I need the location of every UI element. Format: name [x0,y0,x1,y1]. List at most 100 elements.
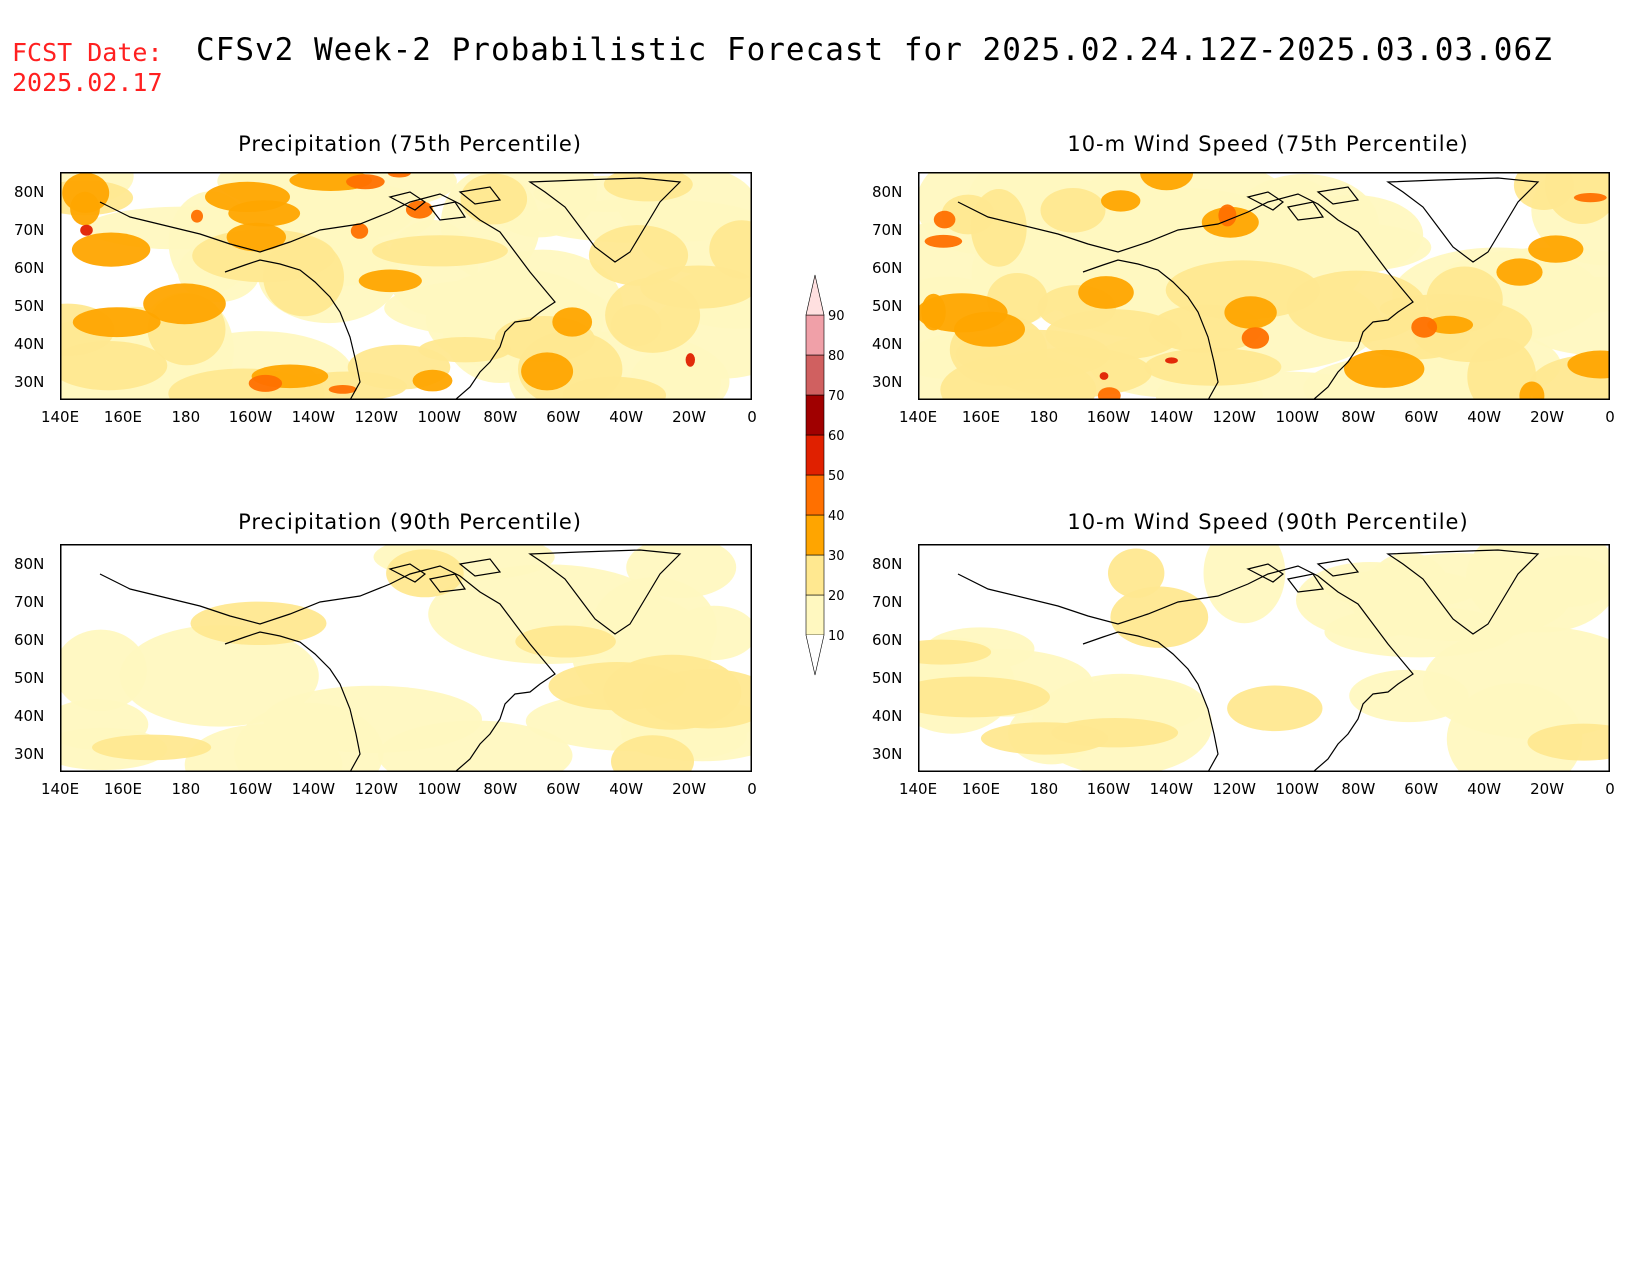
lon-tick-label: 160W [1086,780,1131,798]
lon-tick-label: 20W [672,408,707,426]
lat-tick-label: 30N [14,373,45,391]
lat-tick-label: 50N [14,669,45,687]
lon-tick-label: 100W [1275,780,1319,798]
fcst-date-value: 2025.02.17 [12,68,163,97]
lon-tick-label: 0 [1605,408,1615,426]
lat-tick-label: 40N [872,335,903,353]
lon-tick-label: 140W [1149,780,1194,798]
lon-tick-label: 80W [483,780,518,798]
lon-tick-label: 120W [354,408,398,426]
colorbar-segment [805,354,825,396]
lon-tick-label: 0 [747,780,757,798]
lat-tick-label: 70N [872,221,903,239]
lon-tick-label: 60W [1404,780,1439,798]
lon-tick-label: 120W [1212,408,1256,426]
lon-tick-label: 60W [546,780,581,798]
lon-tick-label: 40W [609,780,644,798]
lon-tick-label: 140E [898,408,938,426]
lon-tick-label: 160W [228,780,273,798]
lat-tick-label: 70N [872,593,903,611]
colorbar-label: 60 [828,429,845,444]
lon-tick-label: 60W [546,408,581,426]
lat-tick-label: 80N [872,555,903,573]
colorbar-label: 90 [828,309,845,324]
colorbar-segment [805,474,825,516]
lat-tick-label: 30N [872,745,903,763]
lon-tick-label: 160E [103,780,142,798]
map-precip-75 [60,172,752,400]
lon-tick-label: 160W [1086,408,1131,426]
lon-tick-label: 160E [103,408,142,426]
colorbar-label: 50 [828,469,845,484]
colorbar-label: 70 [828,389,845,404]
lon-tick-label: 160W [228,408,273,426]
lon-tick-label: 180 [171,408,201,426]
lat-tick-label: 80N [872,183,903,201]
lon-tick-label: 20W [1530,780,1565,798]
colorbar-label: 40 [828,509,845,524]
lon-tick-label: 100W [417,408,461,426]
lon-tick-label: 120W [354,780,398,798]
lat-tick-label: 60N [872,631,903,649]
colorbar-label: 80 [828,349,845,364]
colorbar-segment [805,434,825,476]
lat-tick-label: 60N [872,259,903,277]
lon-tick-label: 20W [1530,408,1565,426]
map-wind-90 [918,544,1610,772]
colorbar-label: 30 [828,549,845,564]
forecast-date-block: FCST Date: 2025.02.17 [12,38,163,98]
lon-tick-label: 80W [483,408,518,426]
lon-tick-label: 80W [1341,780,1376,798]
lat-tick-label: 40N [872,707,903,725]
lon-tick-label: 180 [171,780,201,798]
lon-tick-label: 0 [1605,780,1615,798]
colorbar-segment [805,314,825,356]
lat-tick-label: 50N [14,297,45,315]
lon-tick-label: 120W [1212,780,1256,798]
lon-tick-label: 0 [747,408,757,426]
lat-tick-label: 40N [14,707,45,725]
map-wind-75 [918,172,1610,400]
lon-tick-label: 20W [672,780,707,798]
lat-tick-label: 70N [14,593,45,611]
lat-tick-label: 40N [14,335,45,353]
fcst-date-label: FCST Date: [12,38,163,67]
lon-tick-label: 140E [898,780,938,798]
panel-title-precip-75: Precipitation (75th Percentile) [238,132,582,156]
lon-tick-label: 40W [609,408,644,426]
colorbar-segment [805,514,825,556]
lon-tick-label: 100W [417,780,461,798]
lat-tick-label: 50N [872,669,903,687]
lon-tick-label: 140W [291,408,336,426]
colorbar-bottom-arrow [805,634,825,676]
lon-tick-label: 160E [961,780,1000,798]
lat-tick-label: 70N [14,221,45,239]
colorbar: 10 20 30 40 50 60 70 80 90 [805,274,845,676]
lon-tick-label: 140E [40,780,80,798]
lon-tick-label: 100W [1275,408,1319,426]
lon-tick-label: 60W [1404,408,1439,426]
colorbar-segment [805,554,825,596]
map-precip-90 [60,544,752,772]
lon-tick-label: 80W [1341,408,1376,426]
lon-tick-label: 180 [1029,408,1059,426]
lon-tick-label: 160E [961,408,1000,426]
colorbar-label: 20 [828,589,845,604]
lat-tick-label: 60N [14,631,45,649]
panel-title-wind-75: 10-m Wind Speed (75th Percentile) [1067,132,1469,156]
lat-tick-label: 80N [14,183,45,201]
colorbar-segment [805,594,825,636]
lon-tick-label: 40W [1467,408,1502,426]
panel-title-wind-90: 10-m Wind Speed (90th Percentile) [1067,510,1469,534]
lon-tick-label: 140E [40,408,80,426]
colorbar-top-arrow [805,274,825,316]
panel-title-precip-90: Precipitation (90th Percentile) [238,510,582,534]
lon-tick-label: 180 [1029,780,1059,798]
colorbar-label: 10 [828,629,845,644]
lat-tick-label: 30N [14,745,45,763]
lat-tick-label: 50N [872,297,903,315]
lat-tick-label: 60N [14,259,45,277]
lat-tick-label: 80N [14,555,45,573]
lon-tick-label: 140W [291,780,336,798]
lat-tick-label: 30N [872,373,903,391]
